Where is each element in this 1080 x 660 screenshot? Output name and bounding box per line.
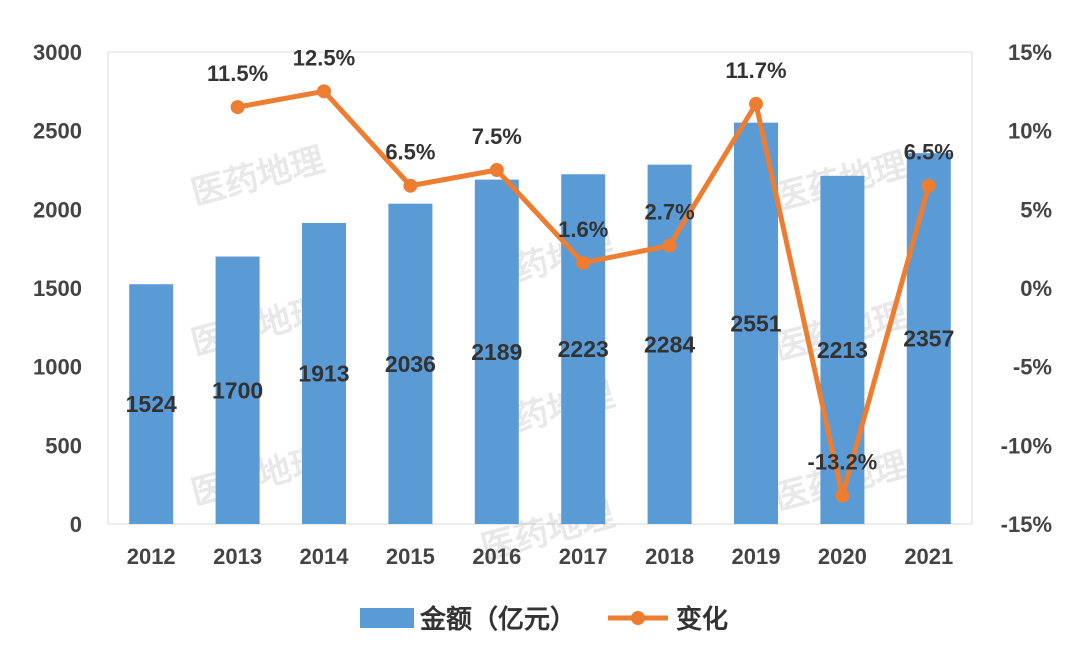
line-point-2019 [749,96,763,111]
right-tick-label: 10% [1008,119,1052,144]
left-axis: 0 500 1000 1500 2000 2500 3000 [33,40,82,537]
bar-label-2019: 2551 [730,310,781,336]
bar-2013 [215,256,260,524]
x-tick-label: 2013 [213,544,262,569]
left-tick-label: 1500 [33,276,82,301]
bar-label-2017: 2223 [558,336,609,362]
line-point-2017 [576,255,591,270]
right-tick-label: 5% [1020,197,1052,222]
line-label-2017: 1.6% [558,217,608,242]
legend-label-bar: 金额（亿元） [419,604,576,635]
bar-2017 [561,174,606,525]
line-point-2014 [317,84,331,99]
line-label-2019: 11.7% [725,58,786,83]
line-label-2014: 12.5% [293,45,355,70]
left-tick-label: 3000 [33,40,82,65]
line-point-2015 [403,178,418,193]
left-tick-label: 1000 [33,355,82,380]
bar-2020 [820,175,865,524]
line-point-2018 [662,238,677,253]
legend: 金额（亿元） 变化 [360,604,728,635]
bar-2015 [388,203,433,525]
line-labels: 11.5% 12.5% 6.5% 7.5% 1.6% 2.7% 11.7% -13.2% 6.5… [207,45,954,474]
bar-label-2012: 1524 [126,391,177,417]
x-tick-label: 2018 [645,544,694,569]
bar-labels: 1524 1700 1913 2036 2189 2223 2284 2551 2213 2357 [126,310,955,417]
bar-2021 [906,153,951,524]
bar-2019 [734,122,778,524]
line-label-2016: 7.5% [472,124,522,149]
x-tick-label: 2015 [386,544,435,569]
bar-label-2015: 2036 [385,351,436,377]
left-tick-label: 500 [45,433,82,458]
bar-2016 [474,179,519,524]
right-tick-label: -5% [1013,355,1052,380]
line-label-2021: 6.5% [904,140,954,165]
bar-series [129,122,951,525]
watermarks: 医药地理医药地理医药地理医药地理医药地理医药地理医药地理医药地理医药地理 [187,140,912,569]
right-axis: -15% -10% -5% 0% 5% 10% 15% [1001,40,1052,537]
line-point-2020 [835,488,850,503]
line-label-2018: 2.7% [645,200,695,225]
line-label-2015: 6.5% [385,140,435,165]
legend-label-line: 变化 [676,604,728,635]
x-tick-label: 2012 [127,544,176,569]
line-label-2013: 11.5% [207,61,268,86]
bar-label-2016: 2189 [471,339,522,365]
x-tick-label: 2019 [732,544,781,569]
x-tick-label: 2017 [559,544,608,569]
left-tick-label: 2500 [33,119,82,144]
x-tick-label: 2014 [300,544,350,569]
legend-swatch-line-marker [631,611,645,625]
bar-2014 [302,223,346,524]
plot-area-border [107,51,973,525]
left-tick-label: 2000 [33,197,82,222]
bar-label-2021: 2357 [903,326,954,352]
right-tick-label: 15% [1008,40,1052,65]
bar-label-2020: 2213 [817,337,868,363]
bar-2012 [129,284,174,524]
right-tick-label: 0% [1020,276,1052,301]
x-tick-label: 2021 [904,544,953,569]
line-point-2021 [921,178,936,193]
bar-label-2014: 1913 [298,361,349,387]
line-label-2020: -13.2% [808,450,878,475]
bar-label-2018: 2284 [644,331,695,357]
left-tick-label: 0 [70,512,82,537]
line-point-2016 [489,163,504,177]
x-axis: 2012 2013 2014 2015 2016 2017 2018 2019 2020 2021 [127,544,954,569]
right-tick-label: -10% [1001,433,1052,458]
watermark-text: 医药地理 [187,140,329,214]
line-point-2013 [230,100,245,115]
bar-label-2013: 1700 [212,377,263,403]
right-tick-label: -15% [1001,512,1052,537]
legend-swatch-bar [360,608,414,628]
x-tick-label: 2016 [472,544,521,569]
line-series [230,84,936,503]
x-tick-label: 2020 [818,544,867,569]
